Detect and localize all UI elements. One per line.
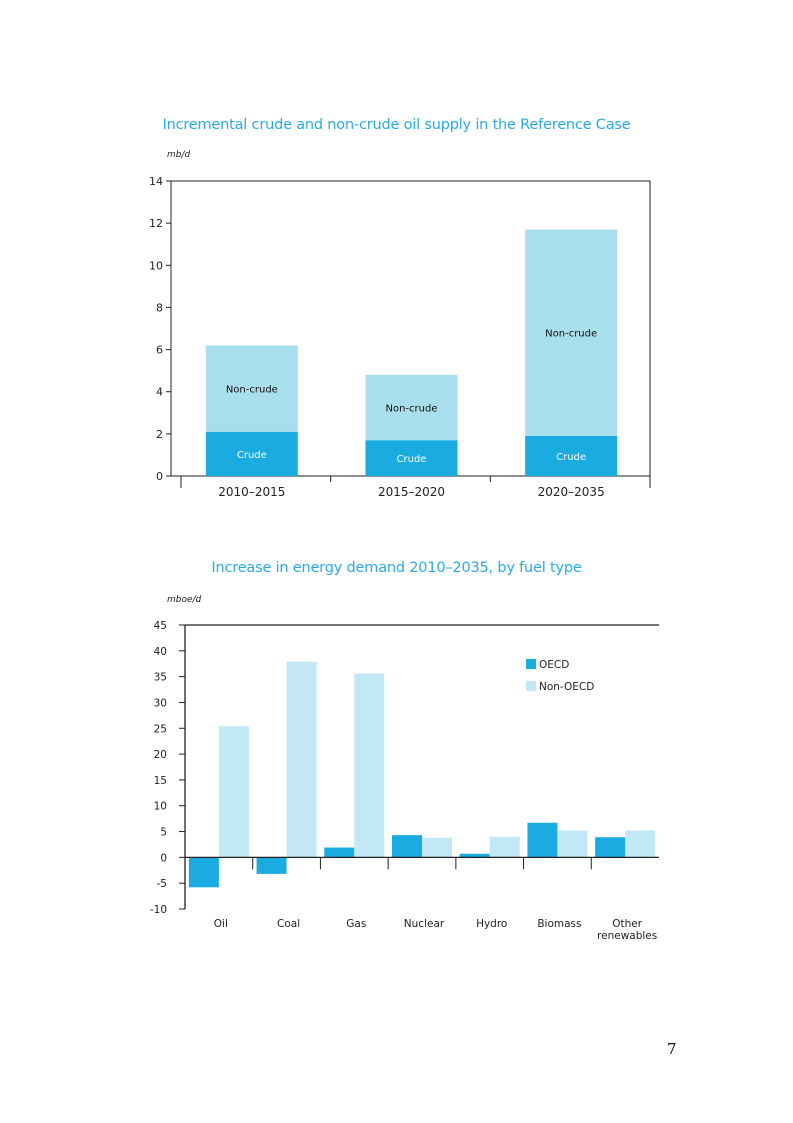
chart1-crude-label: Crude xyxy=(556,452,586,463)
chart2-bar-oecd xyxy=(392,835,422,858)
chart2-y-tick-label: -10 xyxy=(150,904,167,916)
chart1-y-tick-label: 12 xyxy=(149,217,163,230)
chart1-y-tick-label: 2 xyxy=(156,428,163,441)
chart2-y-tick-label: -5 xyxy=(157,878,167,890)
chart2-y-tick-label: 30 xyxy=(154,697,167,709)
chart1-bar-non-crude xyxy=(365,374,458,441)
chart1-x-tick-label: 2015–2020 xyxy=(378,485,445,499)
chart2-x-tick-label: Coal xyxy=(277,918,300,930)
chart2-bar-non-oecd xyxy=(286,661,317,858)
chart1-bar-non-crude xyxy=(205,345,298,432)
chart2-bar-non-oecd xyxy=(489,836,520,858)
chart1-bar-non-crude xyxy=(525,229,618,436)
chart1-bar-crude xyxy=(525,435,618,476)
chart2-x-tick-label: Other xyxy=(612,918,642,930)
chart1-y-tick-label: 0 xyxy=(156,470,163,483)
chart2-bar-oecd xyxy=(188,857,219,888)
chart1-y-tick-label: 10 xyxy=(149,259,163,272)
chart1-non-crude-label: Non-crude xyxy=(226,385,278,396)
chart2-y-tick-label: 35 xyxy=(154,672,167,684)
chart2-bar-non-oecd xyxy=(218,726,249,858)
chart1-x-tick-label: 2020–2035 xyxy=(538,485,605,499)
page-number: 7 xyxy=(667,1040,677,1058)
chart2-x-tick-label: Oil xyxy=(214,918,228,930)
chart2-y-tick-label: 5 xyxy=(160,827,167,839)
chart2-legend-swatch xyxy=(526,681,536,691)
chart2-legend-swatch xyxy=(526,659,536,669)
chart2-y-tick-label: 45 xyxy=(154,620,167,632)
chart2-y-tick-label: 40 xyxy=(154,646,167,658)
chart1-crude-label: Crude xyxy=(237,450,267,461)
chart2-bar-oecd xyxy=(324,847,355,858)
chart1-y-tick-label: 14 xyxy=(149,175,163,188)
chart2-bar-non-oecd xyxy=(557,830,588,858)
chart1-y-unit: mb/d xyxy=(167,150,191,160)
chart2-y-tick-label: 0 xyxy=(160,852,167,864)
chart1-non-crude-label: Non-crude xyxy=(545,329,597,340)
chart2-bar-oecd xyxy=(459,853,490,858)
chart2-x-tick-label: Nuclear xyxy=(404,918,445,930)
chart2-legend-label: OECD xyxy=(539,659,569,671)
chart1-crude-label: Crude xyxy=(397,454,427,465)
chart2-x-tick-label: renewables xyxy=(597,930,657,942)
chart2-y-unit: mboe/d xyxy=(167,595,202,605)
chart2-legend-label: Non-OECD xyxy=(539,681,594,693)
chart1-x-tick-label: 2010–2015 xyxy=(218,485,285,499)
chart2-bar-oecd xyxy=(595,837,626,858)
chart2-x-tick-label: Hydro xyxy=(476,918,507,930)
chart1-title: Incremental crude and non-crude oil supp… xyxy=(162,117,631,133)
chart1-y-tick-label: 8 xyxy=(156,301,163,314)
chart2-y-tick-label: 20 xyxy=(154,749,167,761)
chart2-title: Increase in energy demand 2010–2035, by … xyxy=(211,560,582,576)
chart2-bar-non-oecd xyxy=(422,837,452,858)
chart1-bar-crude xyxy=(365,440,458,476)
chart1-bar-crude xyxy=(205,431,298,476)
chart2-y-tick-label: 15 xyxy=(154,775,167,787)
chart2-bar-oecd xyxy=(256,857,287,874)
chart1-y-tick-label: 4 xyxy=(156,386,163,399)
chart2-y-tick-label: 10 xyxy=(154,801,167,813)
chart2-y-tick-label: 25 xyxy=(154,723,167,735)
chart1-y-tick-label: 6 xyxy=(156,344,163,357)
chart2-bar-oecd xyxy=(527,822,558,858)
chart2-bar-non-oecd xyxy=(625,830,656,858)
chart1-non-crude-label: Non-crude xyxy=(386,404,438,415)
chart2-x-tick-label: Gas xyxy=(346,918,366,930)
chart2-bar-non-oecd xyxy=(354,673,385,858)
chart2-x-tick-label: Biomass xyxy=(537,918,581,930)
